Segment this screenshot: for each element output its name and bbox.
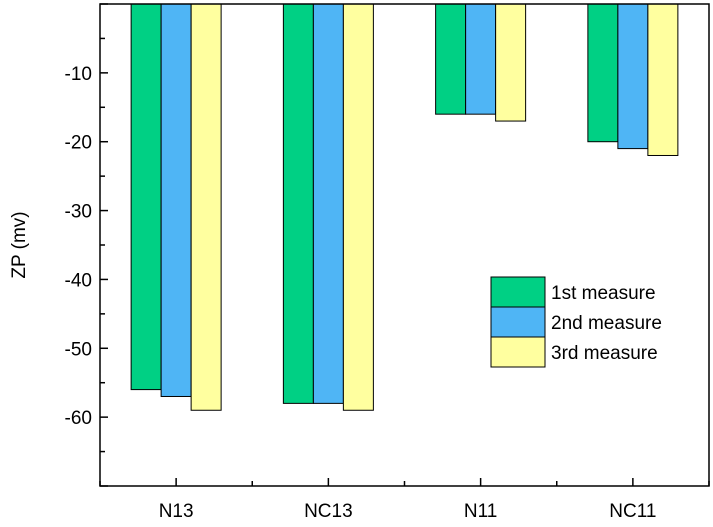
y-tick-label: -50 [65, 339, 92, 360]
x-tick-label-n13: N13 [159, 501, 194, 522]
bar-nc11-series-3 [647, 3, 679, 156]
y-tick-label: -40 [65, 270, 92, 291]
bar-n13-series-3 [190, 3, 222, 411]
x-axis: N13 NC13 N11 NC11 [99, 478, 710, 522]
x-tick-label-n11: N11 [464, 501, 497, 522]
legend-label-3: 3rd measure [551, 343, 658, 364]
bar-n13-series-1 [130, 3, 162, 391]
legend-swatch-1 [490, 276, 546, 308]
bar-nc13-series-2 [312, 3, 344, 404]
bar-n11-series-2 [465, 3, 497, 115]
x-tick-label-nc11: NC11 [609, 501, 656, 522]
bar-n11-series-3 [495, 3, 527, 122]
bar-n11-series-1 [435, 3, 467, 115]
legend-swatch-2 [490, 306, 546, 338]
legend-label-1: 1st measure [551, 283, 656, 304]
y-tick-label: -60 [65, 408, 92, 429]
legend-swatch-3 [490, 336, 546, 368]
bar-n13-series-2 [160, 3, 192, 397]
bar-nc11-series-2 [617, 3, 649, 150]
y-tick-label: -20 [65, 133, 92, 154]
y-axis-title: ZP (mv) [9, 211, 30, 278]
bar-nc13-series-1 [282, 3, 314, 404]
x-tick-label-nc13: NC13 [304, 501, 353, 522]
y-axis: -10 -20 -30 -40 -50 -60 [65, 3, 108, 487]
y-tick-label: -30 [65, 202, 92, 223]
bar-nc13-series-3 [342, 3, 374, 411]
bar-nc11-series-1 [587, 3, 619, 143]
legend: 1st measure 2nd measure 3rd measure [490, 276, 662, 368]
y-tick-label: -10 [65, 64, 92, 85]
legend-label-2: 2nd measure [551, 313, 662, 334]
